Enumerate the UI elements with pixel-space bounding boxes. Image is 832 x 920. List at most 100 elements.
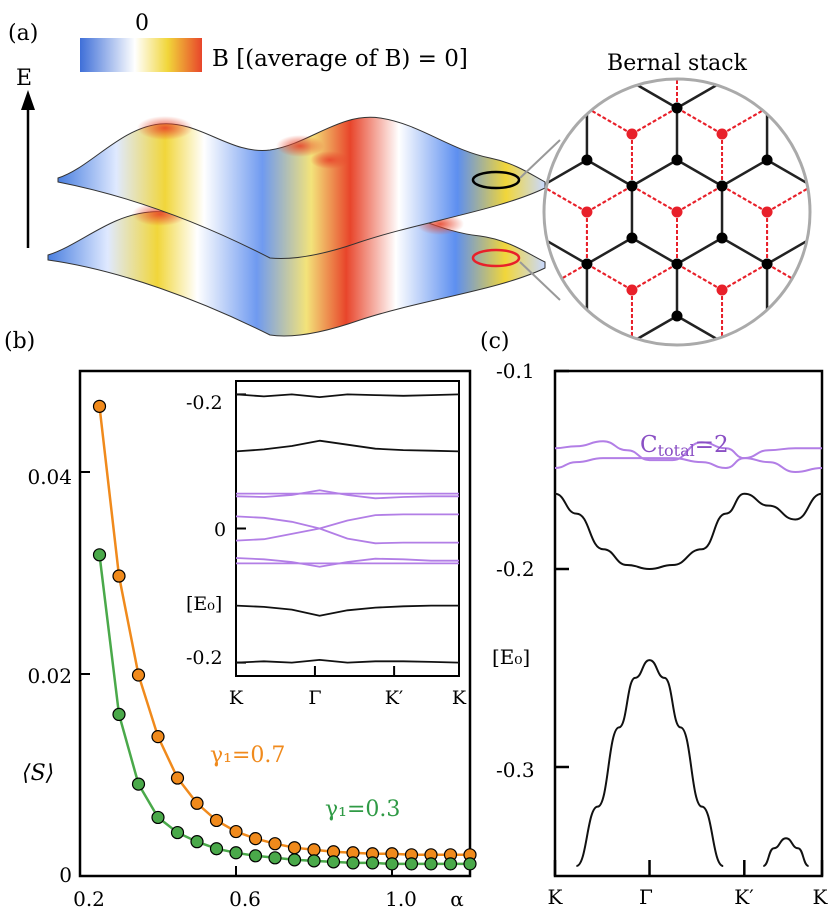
- top-layer-bond: [677, 4, 722, 30]
- top-layer-atom: [311, 0, 322, 10]
- top-layer-atom: [626, 180, 638, 192]
- bottom-layer-bond: [497, 108, 542, 134]
- panel-c-frame: [553, 369, 824, 878]
- bottom-layer-bond: [812, 30, 832, 56]
- series-0-point-10: [287, 841, 302, 855]
- top-layer-bond: [812, 238, 832, 264]
- bottom-layer-bond: [812, 342, 832, 368]
- top-layer-atom: [671, 310, 683, 322]
- top-layer-bond: [587, 472, 632, 498]
- bottom-layer-bond: [497, 420, 542, 446]
- bottom-layer-bond: [812, 108, 832, 134]
- top-layer-atom: [762, 571, 773, 582]
- top-layer-atom: [581, 258, 593, 270]
- top-layer-atom: [581, 154, 593, 166]
- c-xtick-Kprime: K′: [734, 885, 754, 909]
- bottom-layer-bond: [722, 420, 767, 446]
- top-layer-atom: [761, 258, 773, 270]
- series-1-point-17: [424, 857, 438, 871]
- top-layer-bond: [812, 4, 832, 30]
- panel-c-label: (c): [480, 329, 510, 354]
- c-ytick-0.3: -0.3: [496, 758, 535, 782]
- top-layer-atom: [266, 337, 277, 348]
- bottom-layer-atom: [672, 519, 683, 530]
- top-layer-atom: [717, 389, 728, 400]
- top-layer-atom: [356, 25, 367, 36]
- bottom-layer-bond: [586, 185, 633, 213]
- top-layer-bond: [767, 472, 812, 498]
- top-layer-bond: [362, 4, 407, 30]
- bottom-layer-bond: [767, 420, 812, 446]
- top-layer-bond: [631, 236, 678, 266]
- top-layer-atom: [671, 102, 683, 114]
- bottom-layer-bond: [407, 342, 452, 368]
- c-band-2: [554, 492, 823, 571]
- inset-band-3: [235, 489, 459, 500]
- top-layer-bond: [721, 158, 768, 188]
- series-1-point-18: [443, 857, 458, 871]
- bottom-layer-bond: [317, 342, 362, 368]
- bottom-layer-atom: [806, 128, 810, 140]
- main-plot-xticks: 0.2 0.6 1.0 α: [73, 887, 464, 911]
- top-layer-atom: [356, 77, 367, 88]
- top-layer-atom: [626, 232, 638, 244]
- top-layer-atom: [762, 0, 773, 10]
- series-0-point-6: [209, 813, 224, 828]
- panel-b: (b) 0 0.02 0.04 0.2 0.6 1.0 α ⟨S⟩ γ₁=0.7…: [4, 329, 477, 911]
- top-layer-bond: [721, 80, 768, 110]
- top-layer-atom: [401, 0, 412, 10]
- top-layer-bond: [766, 158, 810, 188]
- bottom-layer-bond: [631, 263, 678, 291]
- top-layer-atom: [446, 337, 457, 348]
- x-axis-label: α: [450, 887, 464, 911]
- bottom-layer-bond: [676, 263, 723, 291]
- series-1-point-10: [287, 853, 302, 867]
- top-layer-bond: [542, 394, 587, 420]
- top-layer-bond: [544, 158, 588, 188]
- top-layer-bond: [632, 394, 677, 420]
- bottom-layer-bond: [272, 108, 317, 134]
- top-layer-atom: [491, 467, 502, 478]
- top-layer-bond: [544, 314, 588, 344]
- bottom-layer-atom: [626, 128, 638, 140]
- series-1-point-8: [248, 849, 263, 863]
- top-layer-atom: [544, 336, 548, 345]
- ytick-0.02: 0.02: [27, 664, 72, 688]
- bottom-layer-bond: [544, 263, 588, 291]
- bottom-layer-bond: [586, 341, 633, 345]
- top-layer-bond: [722, 4, 767, 30]
- c-ytick-0.1: -0.1: [496, 359, 535, 383]
- series-1-point-1: [112, 707, 126, 722]
- top-layer-bond: [586, 236, 633, 266]
- bottom-layer-bond: [722, 420, 767, 446]
- series-0-point-8: [248, 832, 263, 846]
- bottom-layer-bond: [452, 108, 497, 134]
- y-axis-label: ⟨S⟩: [22, 761, 54, 786]
- top-layer-bond: [497, 82, 542, 108]
- bottom-layer-bond: [676, 185, 723, 213]
- series-1-point-14: [365, 856, 380, 870]
- bottom-layer-bond: [766, 263, 810, 291]
- inset-plot-frame: [235, 380, 460, 677]
- top-layer-bond: [677, 394, 722, 420]
- inset-xtick-Kprime: K′: [385, 687, 404, 709]
- inset-band-5: [235, 513, 459, 542]
- top-layer-bond: [272, 82, 317, 108]
- top-layer-atom: [672, 467, 683, 478]
- top-layer-atom: [762, 415, 773, 426]
- top-layer-atom: [536, 389, 547, 400]
- top-layer-bond: [676, 80, 723, 110]
- top-layer-bond: [362, 316, 407, 342]
- bottom-layer-bond: [544, 341, 588, 345]
- bottom-layer-atom: [762, 519, 773, 530]
- top-layer-atom: [401, 311, 412, 322]
- top-layer-bond: [722, 550, 767, 576]
- energy-axis-label: E: [16, 66, 32, 91]
- series-1-point-6: [209, 842, 224, 856]
- bottom-layer-bond: [497, 498, 542, 524]
- top-layer-bond: [407, 4, 452, 30]
- bottom-layer-atom: [807, 441, 818, 452]
- c-band-0: [554, 440, 822, 462]
- top-layer-bond: [497, 4, 542, 30]
